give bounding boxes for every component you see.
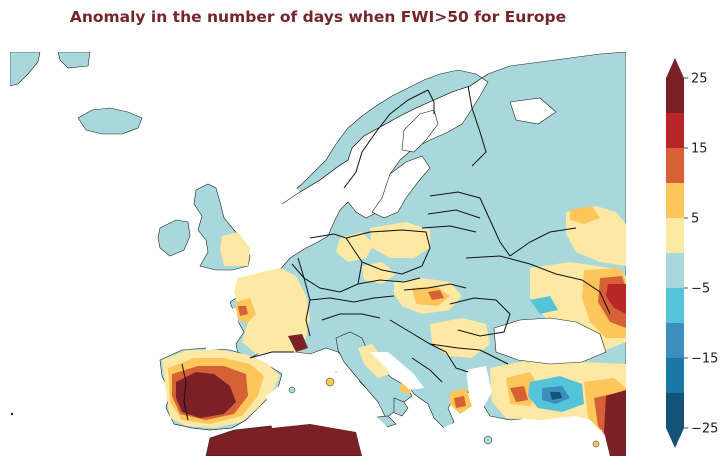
europe-anomaly-map[interactable]: [10, 52, 626, 456]
sea-layer: [206, 97, 607, 456]
sea-white-sea: [509, 97, 557, 125]
border-alps: [309, 295, 395, 303]
colorbar-bin: [666, 78, 684, 114]
map-title: Anomaly in the number of days when FWI>5…: [69, 8, 567, 26]
land-greenland: [10, 52, 41, 87]
colorbar-bins: [666, 58, 684, 448]
anomaly-fills: [162, 206, 626, 456]
anomaly-france-pale: [234, 268, 310, 354]
colorbar-bin: [666, 148, 684, 184]
sea-black-sea: [493, 317, 607, 365]
island-crete: [483, 435, 493, 445]
island-corsica: [325, 377, 335, 387]
border-sweden-finland: [427, 89, 435, 114]
border-baltics: [421, 191, 481, 233]
sea-aegean: [466, 366, 492, 410]
coast-norway: [281, 73, 489, 205]
anomaly-hungary-red: [428, 290, 444, 300]
anomaly-turkey-coldest: [550, 392, 562, 400]
border-czech-austria: [357, 277, 421, 285]
country-borders: [181, 85, 611, 421]
colorbar-bin: [666, 218, 684, 254]
anomaly-russia-mid: [570, 206, 600, 224]
anomaly-england-pale: [220, 232, 250, 266]
border-bulgaria-turkey: [479, 349, 509, 365]
border-belarus-russia: [479, 197, 511, 257]
border-slovakia-hungary: [403, 283, 467, 291]
colorbar-tick-label: −5: [691, 282, 710, 297]
island-mallorca: [288, 386, 296, 394]
colorbar-tick-label: 5: [691, 212, 699, 227]
sea-baltic: [371, 155, 431, 219]
border-pyrenees: [249, 351, 294, 359]
border-italy-north: [321, 313, 381, 321]
land-iceland: [77, 107, 143, 135]
colorbar-bin: [666, 323, 684, 359]
anomaly-blacksea-north-cool: [530, 296, 558, 314]
sea-gulf-of-bothnia: [401, 109, 439, 153]
border-romania: [449, 297, 511, 337]
island-cyprus: [592, 440, 600, 448]
border-ukraine: [465, 255, 611, 315]
anomaly-central-pale-1: [336, 232, 374, 262]
colorbar-bin: [666, 253, 684, 289]
colorbar-extend-max: [666, 58, 684, 78]
island-azores-dot: [10, 412, 14, 416]
anomaly-greece-red: [454, 396, 466, 408]
border-russia-south: [509, 227, 577, 257]
colorbar-bin: [666, 113, 684, 149]
colorbar-tick-label: −15: [691, 352, 718, 367]
border-balkans: [389, 319, 481, 383]
sea-adriatic: [370, 352, 424, 390]
anomaly-france-red: [238, 306, 248, 316]
border-norway-sweden: [343, 89, 429, 189]
colorbar-tick-label: 15: [691, 142, 708, 157]
border-spain-portugal: [181, 363, 189, 421]
anomaly-ukraine-dark: [606, 284, 626, 314]
islands: [10, 377, 600, 448]
anomaly-italy-pale: [358, 344, 390, 378]
border-poland: [345, 229, 431, 275]
land-ireland: [157, 219, 191, 257]
anomaly-central-pale-3: [362, 262, 396, 284]
colorbar-tick-label: 25: [691, 72, 708, 87]
border-finland-russia: [467, 85, 487, 167]
colorbar-bin: [666, 183, 684, 219]
coast-iberia-south: [173, 419, 247, 431]
colorbar-bin: [666, 358, 684, 394]
colorbar-tick-label: −25: [691, 422, 718, 437]
colorbar-ticks: 25 15 5 −5 −15 −25: [684, 72, 718, 437]
colorbar-bin: [666, 393, 684, 429]
land-svalbard-fragment: [57, 52, 91, 69]
coastlines: [173, 73, 489, 431]
sea-bay-of-biscay: [206, 308, 240, 350]
colorbar-bin: [666, 288, 684, 324]
anomaly-balkans-pale: [430, 318, 490, 358]
anomaly-turkey-red: [510, 386, 528, 402]
colorbar: 25 15 5 −5 −15 −25: [666, 58, 718, 448]
sea-mediterranean: [266, 368, 606, 456]
sea-north-sea: [248, 184, 310, 240]
anomaly-levant-dark: [604, 390, 626, 456]
anomaly-iberia-dark: [176, 372, 236, 418]
anomaly-france-south: [288, 334, 308, 352]
colorbar-extend-min: [666, 428, 684, 448]
